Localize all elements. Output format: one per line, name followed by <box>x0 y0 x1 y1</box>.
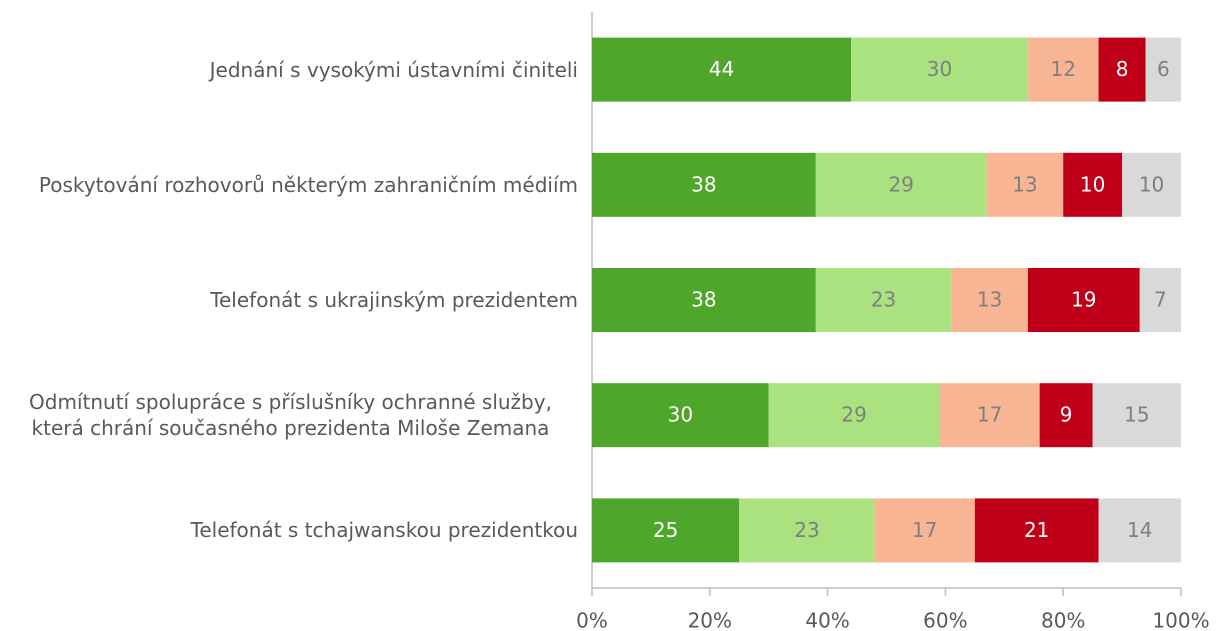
value-label: 6 <box>1157 57 1170 81</box>
x-tick-label: 100% <box>1152 609 1209 631</box>
category-text: Odmítnutí spolupráce s příslušníky ochra… <box>29 390 552 441</box>
bar-segment <box>592 268 816 332</box>
value-label: 29 <box>841 403 866 427</box>
value-label: 17 <box>977 403 1002 427</box>
bar-segment <box>986 152 1064 217</box>
bar-segment <box>1098 37 1146 102</box>
value-label: 38 <box>691 172 716 196</box>
category-label: Telefonát s ukrajinským prezidentem <box>210 287 578 313</box>
category-label: Poskytování rozhovorů některým zahraničn… <box>39 172 578 198</box>
value-label: 30 <box>927 57 952 81</box>
value-label: 10 <box>1080 172 1105 196</box>
category-label: Odmítnutí spolupráce s příslušníky ochra… <box>3 389 578 441</box>
bar-segment <box>1145 37 1181 102</box>
bar-segment <box>1122 152 1181 217</box>
bar-segment <box>851 37 1028 102</box>
value-label: 21 <box>1024 518 1049 542</box>
category-label: Telefonát s tchajwanskou prezidentkou <box>191 517 578 543</box>
value-label: 23 <box>794 518 819 542</box>
bar-segment <box>1027 37 1099 102</box>
value-label: 23 <box>871 288 896 312</box>
value-label: 17 <box>912 518 937 542</box>
value-label: 7 <box>1154 288 1167 312</box>
category-text: Poskytování rozhovorů některým zahraničn… <box>38 172 578 197</box>
bar-segment <box>592 37 852 102</box>
bar-segment <box>974 498 1099 563</box>
category-text: Jednání s vysokými ústavními činiteli <box>209 57 578 82</box>
bar-segment <box>768 383 940 448</box>
bar-segment <box>1098 498 1181 563</box>
value-label: 30 <box>668 403 693 427</box>
x-tick-label: 40% <box>805 609 849 631</box>
x-tick-label: 20% <box>688 609 732 631</box>
bar-segment <box>1092 383 1181 448</box>
bar-segment <box>739 498 875 563</box>
bar-segment <box>592 383 769 448</box>
bar-segment <box>951 268 1028 332</box>
bar-segment <box>815 152 987 217</box>
value-label: 44 <box>709 57 734 81</box>
value-label: 13 <box>977 288 1002 312</box>
value-label: 12 <box>1050 57 1075 81</box>
category-text: Telefonát s ukrajinským prezidentem <box>210 288 578 312</box>
x-tick-label: 60% <box>923 609 967 631</box>
bar-segment <box>815 268 952 332</box>
bar-segment <box>1063 152 1123 217</box>
x-tick-label: 80% <box>1041 609 1085 631</box>
bar-segment <box>592 498 740 563</box>
x-tick-label: 0% <box>576 609 608 631</box>
value-label: 8 <box>1116 57 1129 81</box>
value-label: 15 <box>1124 403 1149 427</box>
category-label: Jednání s vysokými ústavními činiteli <box>210 57 578 83</box>
bar-segment <box>1039 383 1093 448</box>
value-label: 25 <box>653 518 678 542</box>
bar-segment <box>1027 268 1140 332</box>
value-label: 13 <box>1012 172 1037 196</box>
value-label: 19 <box>1071 288 1096 312</box>
bar-segment <box>592 152 816 217</box>
bar-segment <box>939 383 1040 448</box>
bar-segment <box>874 498 975 563</box>
value-label: 10 <box>1139 172 1164 196</box>
value-label: 14 <box>1127 518 1152 542</box>
value-label: 9 <box>1060 403 1073 427</box>
value-label: 29 <box>888 172 913 196</box>
bar-segment <box>1139 268 1181 332</box>
category-text: Telefonát s tchajwanskou prezidentkou <box>190 518 578 543</box>
value-label: 38 <box>691 288 716 312</box>
